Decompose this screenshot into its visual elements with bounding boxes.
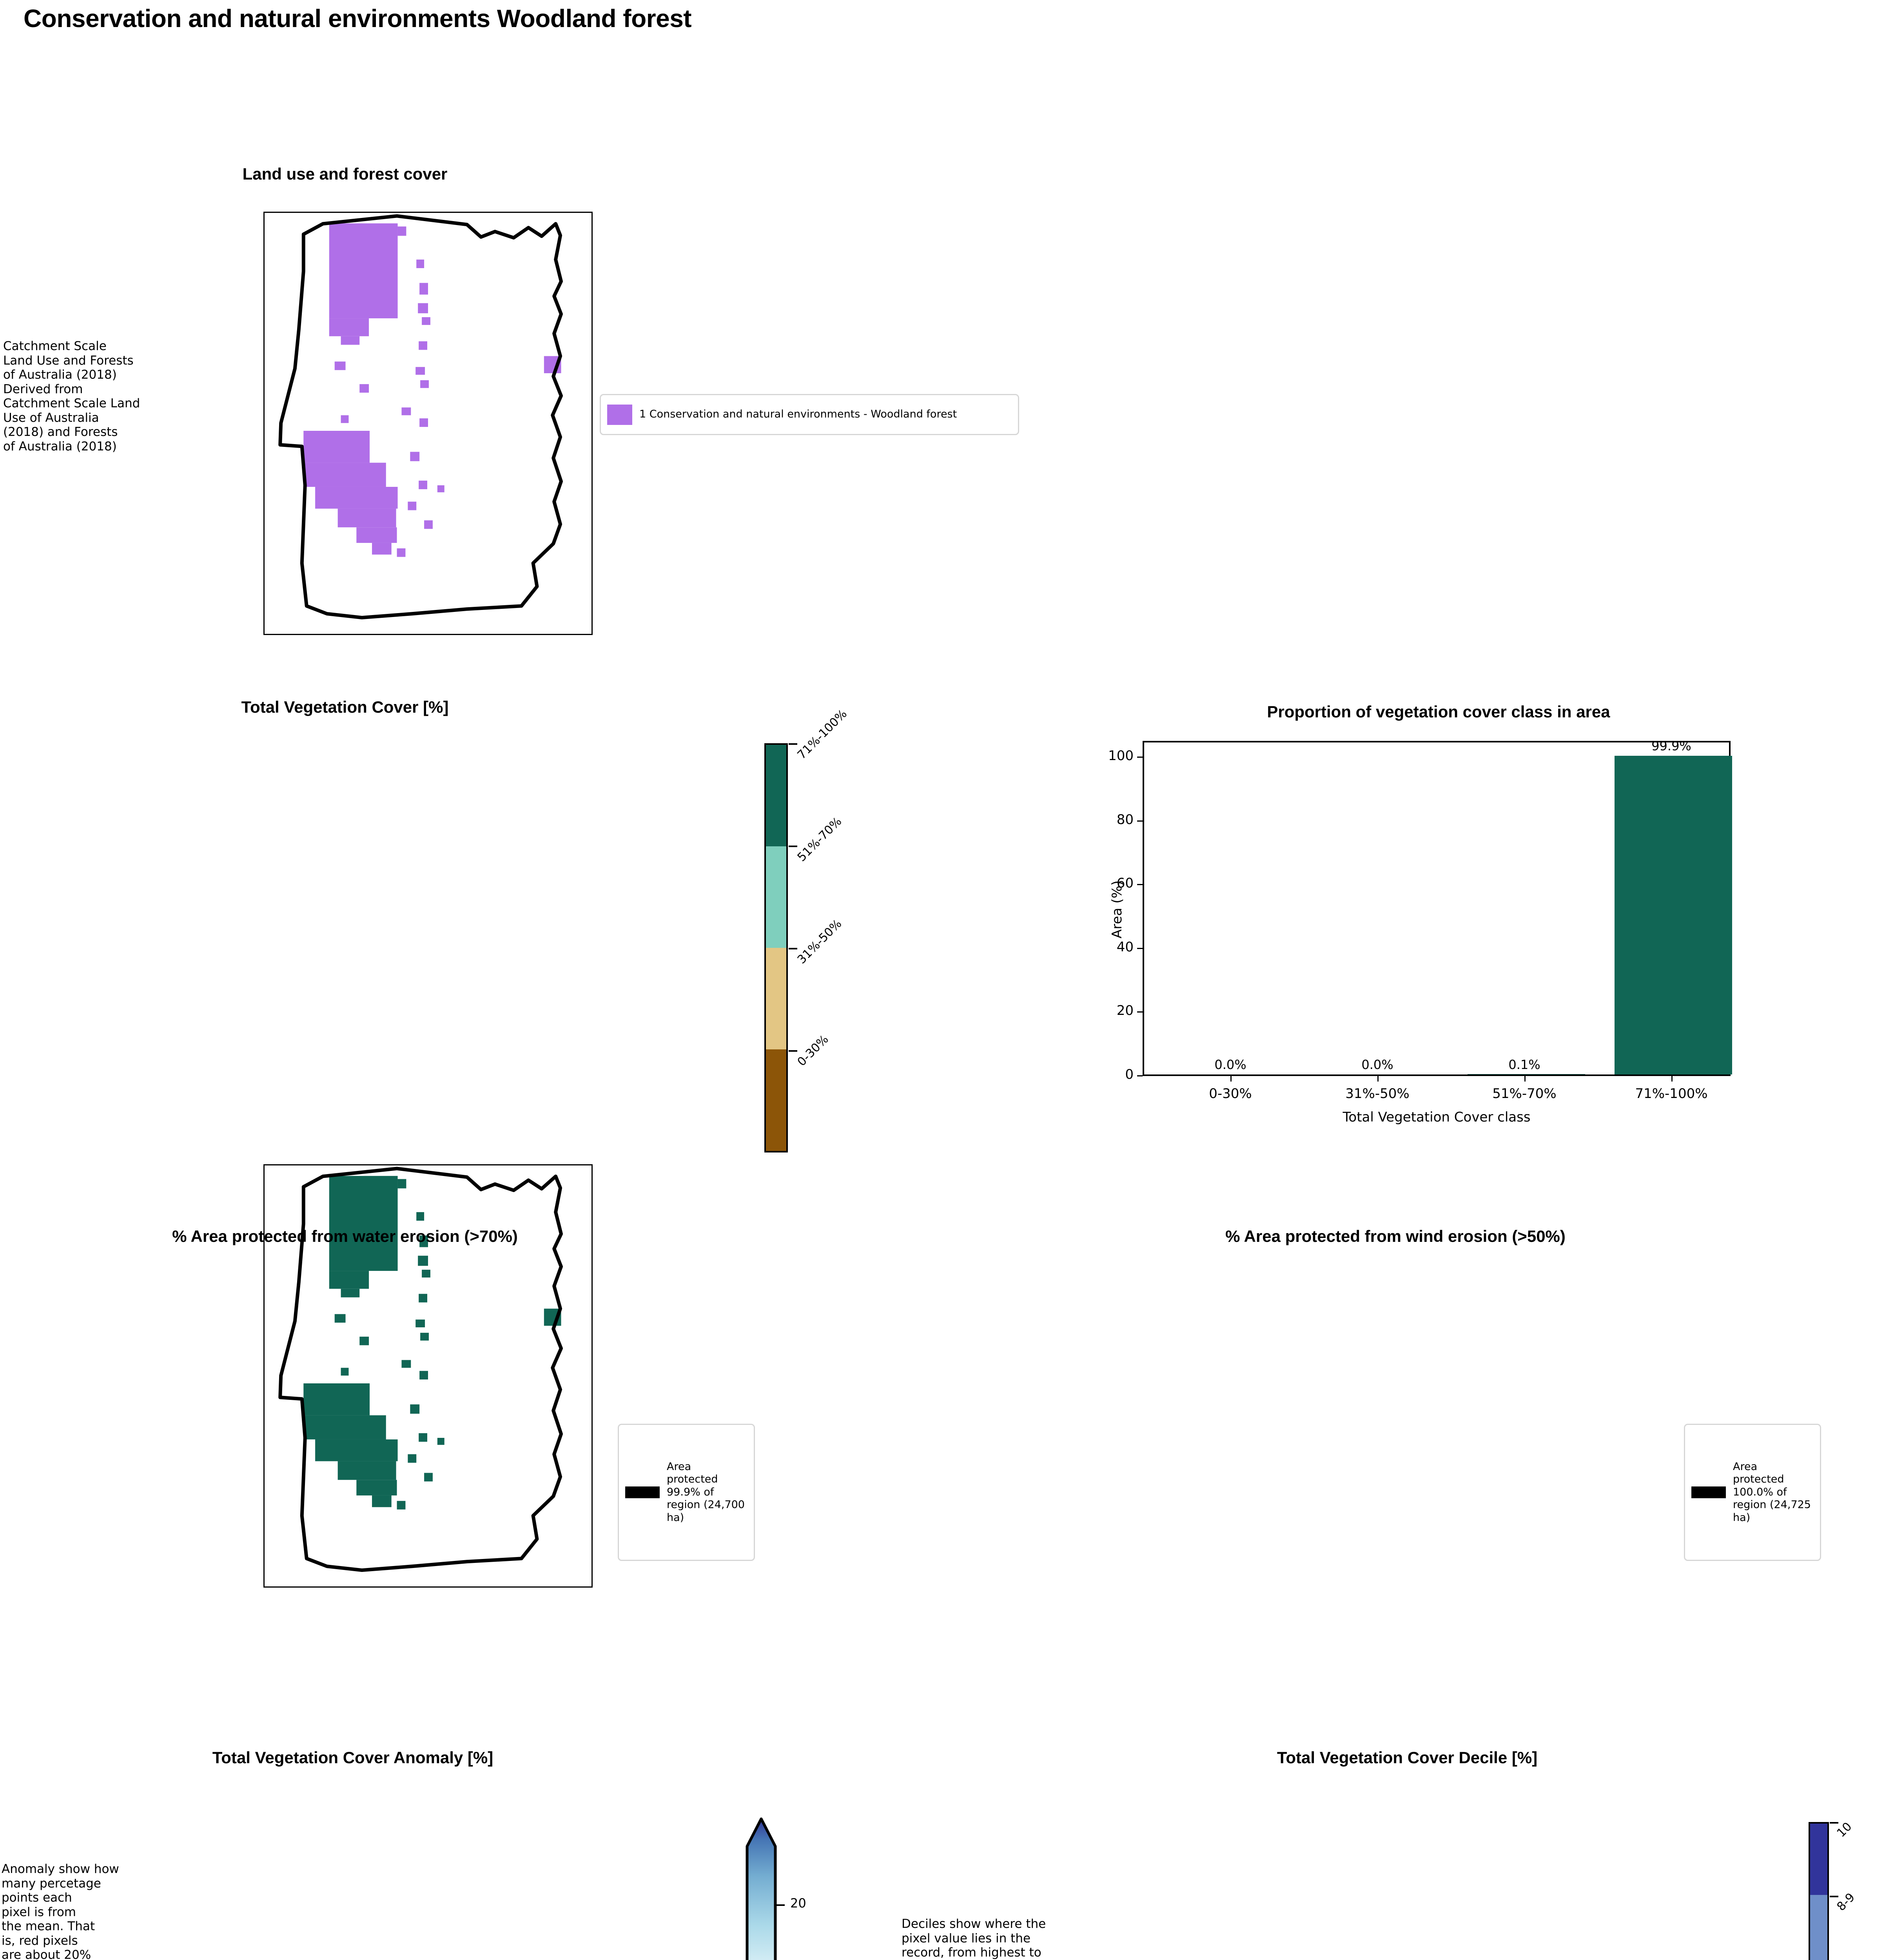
land-use-legend: 1 Conservation and natural environments … bbox=[600, 394, 1019, 435]
veg-cover-seg-31-50 bbox=[766, 948, 786, 1049]
page-title: Conservation and natural environments Wo… bbox=[24, 4, 692, 33]
veg-cover-seg-0-30 bbox=[766, 1049, 786, 1151]
water-erosion-legend: Area protected 99.9% of region (24,700 h… bbox=[618, 1424, 755, 1561]
land-use-side-note: Catchment Scale Land Use and Forests of … bbox=[3, 339, 140, 454]
wind-erosion-legend: Area protected 100.0% of region (24,725 … bbox=[1684, 1424, 1821, 1561]
bar-chart-plot-area bbox=[1143, 741, 1732, 1076]
veg-cover-colorbar-label-71-100: 71%-100% bbox=[795, 707, 850, 762]
wind-erosion-legend-swatch bbox=[1691, 1486, 1726, 1498]
land-use-map-svg bbox=[278, 214, 563, 620]
decile-side-note: Deciles show where the pixel value lies … bbox=[902, 1917, 1046, 1960]
bar-chart-ytick-80: 80 bbox=[1116, 812, 1134, 828]
water-erosion-legend-label: Area protected 99.9% of region (24,700 h… bbox=[667, 1461, 745, 1524]
water-erosion-panel-title: % Area protected from water erosion (>70… bbox=[172, 1227, 518, 1245]
anomaly-side-note: Anomaly show how many percetage points e… bbox=[2, 1862, 119, 1960]
anomaly-panel-title: Total Vegetation Cover Anomaly [%] bbox=[212, 1748, 493, 1767]
veg-cover-colorbar-label-51-70: 51%-70% bbox=[795, 815, 845, 864]
bar-chart-ylabel: Area (%) bbox=[1109, 880, 1125, 938]
bar-value-label-0-30: 0.0% bbox=[1214, 1057, 1246, 1072]
bar-value-label-71-100: 99.9% bbox=[1651, 739, 1691, 753]
veg-cover-seg-71-100 bbox=[766, 745, 786, 846]
decile-seg-10 bbox=[1810, 1824, 1827, 1895]
bar-value-label-31-50: 0.0% bbox=[1361, 1057, 1393, 1072]
anomaly-colorbar: 20 10 0 −10 −20 bbox=[733, 1811, 898, 1960]
proportion-bar-chart: Proportion of vegetation cover class in … bbox=[1098, 698, 1850, 1215]
bar-chart-ytick-100: 100 bbox=[1108, 748, 1134, 764]
decile-colorbar-strip bbox=[1809, 1822, 1829, 1960]
land-use-map bbox=[263, 212, 593, 635]
decile-colorbar: 10 8-9 4-7 2-3 1 bbox=[1795, 1811, 1885, 1960]
veg-cover-map-svg bbox=[278, 1167, 563, 1572]
veg-cover-colorbar-label-0-30: 0-30% bbox=[795, 1032, 831, 1069]
bar-chart-ytick-60: 60 bbox=[1116, 875, 1134, 891]
decile-colorbar-label-8-9: 8-9 bbox=[1834, 1890, 1858, 1914]
bar-chart-ytick-0: 0 bbox=[1125, 1067, 1134, 1082]
water-erosion-legend-swatch bbox=[625, 1486, 660, 1498]
bar-chart-xlabel: Total Vegetation Cover class bbox=[1343, 1109, 1531, 1125]
decile-panel-title: Total Vegetation Cover Decile [%] bbox=[1277, 1748, 1538, 1767]
decile-seg-8-9 bbox=[1810, 1895, 1827, 1960]
land-use-panel-title: Land use and forest cover bbox=[242, 165, 448, 183]
veg-cover-colorbar-strip bbox=[764, 743, 788, 1152]
wind-erosion-panel-title: % Area protected from wind erosion (>50%… bbox=[1225, 1227, 1566, 1245]
veg-cover-seg-51-70 bbox=[766, 846, 786, 948]
anomaly-colorbar-tick-20: 20 bbox=[790, 1896, 806, 1911]
land-use-legend-swatch bbox=[607, 404, 632, 425]
land-use-legend-label: 1 Conservation and natural environments … bbox=[639, 408, 957, 421]
bar-chart-ytick-40: 40 bbox=[1116, 939, 1134, 955]
bar-chart-xtick-0-30: 0-30% bbox=[1209, 1086, 1252, 1102]
veg-cover-colorbar: 71%-100% 51%-70% 31%-50% 0-30% bbox=[741, 707, 937, 1160]
veg-cover-colorbar-label-31-50: 31%-50% bbox=[795, 917, 845, 967]
veg-cover-map bbox=[263, 1164, 593, 1588]
bar-71-100 bbox=[1615, 756, 1732, 1074]
bar-chart-xtick-71-100: 71%-100% bbox=[1635, 1086, 1708, 1102]
bar-chart-ytick-20: 20 bbox=[1116, 1003, 1134, 1018]
bar-value-label-51-70: 0.1% bbox=[1508, 1057, 1540, 1072]
veg-cover-panel-title: Total Vegetation Cover [%] bbox=[241, 698, 449, 716]
bar-chart-title: Proportion of vegetation cover class in … bbox=[1267, 702, 1610, 721]
bar-chart-xtick-51-70: 51%-70% bbox=[1492, 1086, 1557, 1102]
bar-chart-xtick-31-50: 31%-50% bbox=[1345, 1086, 1410, 1102]
wind-erosion-legend-label: Area protected 100.0% of region (24,725 … bbox=[1733, 1461, 1811, 1524]
anomaly-colorbar-strip bbox=[746, 1817, 777, 1960]
